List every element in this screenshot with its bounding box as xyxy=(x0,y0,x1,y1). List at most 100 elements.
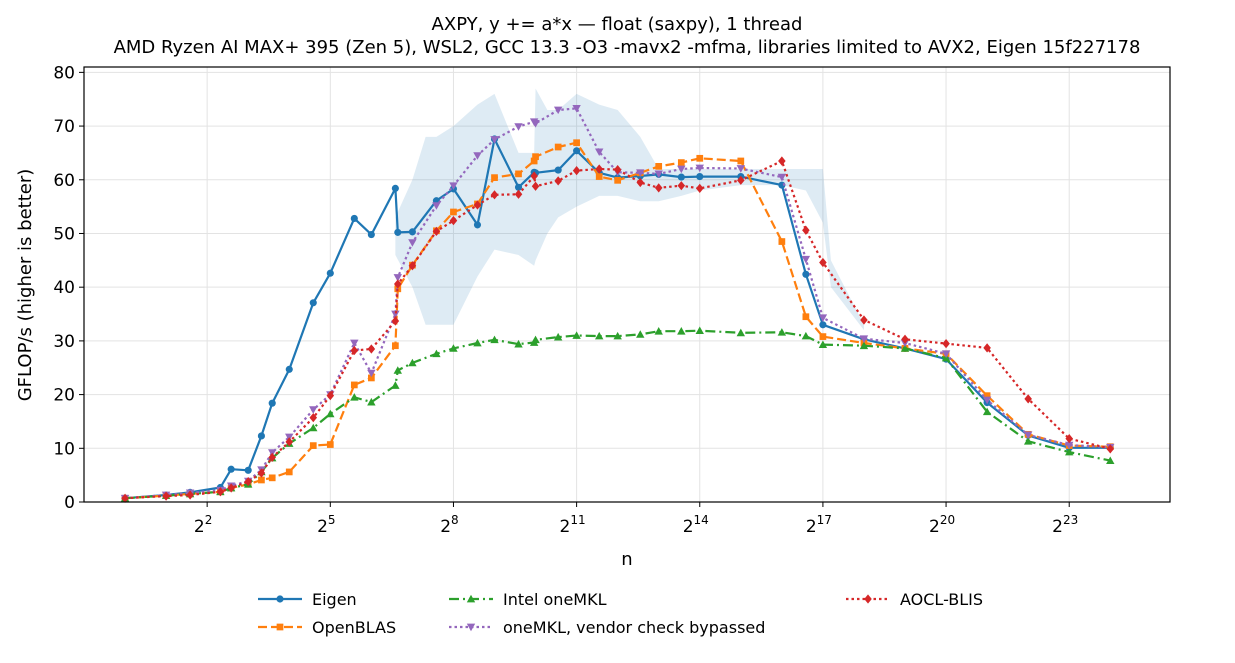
data-point xyxy=(244,466,252,474)
chart-subtitle: AMD Ryzen AI MAX+ 395 (Zen 5), WSL2, GCC… xyxy=(114,37,1141,58)
x-axis-label: n xyxy=(621,549,632,570)
data-point xyxy=(326,269,334,277)
data-point xyxy=(530,171,538,181)
data-point xyxy=(473,221,482,229)
data-point xyxy=(901,334,909,344)
data-point xyxy=(613,331,622,340)
data-point xyxy=(802,225,810,235)
data-point xyxy=(408,358,417,367)
legend-marker xyxy=(466,623,476,632)
data-point xyxy=(162,491,170,501)
data-point xyxy=(677,181,686,191)
data-point xyxy=(695,183,704,193)
data-point xyxy=(408,239,417,247)
data-point xyxy=(636,330,645,338)
data-point xyxy=(553,106,563,115)
y-tick-label: 40 xyxy=(53,278,75,298)
data-point xyxy=(258,476,265,484)
data-point xyxy=(531,120,540,128)
data-point xyxy=(391,310,400,319)
data-point xyxy=(309,406,318,414)
data-point xyxy=(432,202,441,210)
data-point xyxy=(514,183,523,191)
data-point xyxy=(677,159,685,166)
legend-item: AOCL-BLIS xyxy=(846,590,983,609)
data-point xyxy=(595,331,604,340)
x-tick-label: 22 xyxy=(194,513,212,537)
data-point xyxy=(1065,441,1074,450)
data-point xyxy=(900,344,910,352)
data-point xyxy=(614,176,622,184)
y-tick-label: 30 xyxy=(53,332,75,352)
data-point xyxy=(554,143,562,151)
data-point xyxy=(531,181,540,191)
data-point xyxy=(268,399,276,407)
data-point xyxy=(326,441,334,448)
series-line xyxy=(125,159,1111,500)
y-tick-label: 80 xyxy=(53,63,75,83)
series-2 xyxy=(120,326,1115,502)
data-point xyxy=(677,165,686,174)
x-tick-label: 25 xyxy=(317,513,335,537)
data-point xyxy=(941,350,951,358)
data-point xyxy=(554,166,562,174)
data-point xyxy=(1023,437,1033,445)
data-point xyxy=(737,175,745,185)
data-point xyxy=(801,255,811,264)
data-point xyxy=(394,279,402,289)
x-tick-label: 28 xyxy=(440,513,458,537)
data-point xyxy=(530,157,538,165)
y-tick-label: 70 xyxy=(53,117,75,137)
data-point xyxy=(257,432,265,440)
data-point xyxy=(818,314,828,322)
plot-frame xyxy=(83,66,1171,503)
data-point xyxy=(736,165,746,173)
data-point xyxy=(573,139,580,147)
data-point xyxy=(216,487,225,497)
data-point xyxy=(285,437,294,447)
data-point xyxy=(802,270,810,278)
data-point xyxy=(859,335,869,343)
data-point xyxy=(654,170,663,179)
data-point xyxy=(737,157,745,165)
data-point xyxy=(408,228,416,236)
data-point xyxy=(244,476,252,487)
data-point xyxy=(696,154,704,162)
series-line xyxy=(125,329,1111,500)
data-point xyxy=(121,493,129,503)
data-point xyxy=(350,381,358,389)
y-tick-label: 10 xyxy=(53,439,75,459)
data-point xyxy=(532,153,539,161)
data-point xyxy=(860,315,868,325)
data-point xyxy=(391,381,400,389)
data-point xyxy=(983,392,991,400)
data-point xyxy=(695,164,704,173)
data-point xyxy=(654,183,663,193)
data-point xyxy=(367,397,376,406)
data-point xyxy=(595,164,603,174)
data-point xyxy=(227,483,235,493)
data-point xyxy=(432,226,441,236)
data-point xyxy=(367,344,376,354)
data-point xyxy=(186,490,194,500)
x-tick-label: 217 xyxy=(806,513,832,537)
series-4 xyxy=(121,156,1115,503)
data-point xyxy=(473,152,482,160)
data-point xyxy=(819,333,827,340)
grid xyxy=(84,67,1170,503)
data-point xyxy=(695,326,704,335)
data-point xyxy=(636,169,645,177)
data-point xyxy=(1065,447,1074,456)
data-point xyxy=(982,396,992,405)
data-point xyxy=(490,335,499,344)
y-tick-label: 50 xyxy=(53,224,75,244)
data-point xyxy=(553,332,563,341)
data-point xyxy=(514,189,523,199)
data-point xyxy=(309,442,317,449)
data-point xyxy=(350,214,358,223)
legend-item: oneMKL, vendor check bypassed xyxy=(449,618,765,637)
legend-label: OpenBLAS xyxy=(312,618,396,637)
data-point xyxy=(350,339,359,348)
